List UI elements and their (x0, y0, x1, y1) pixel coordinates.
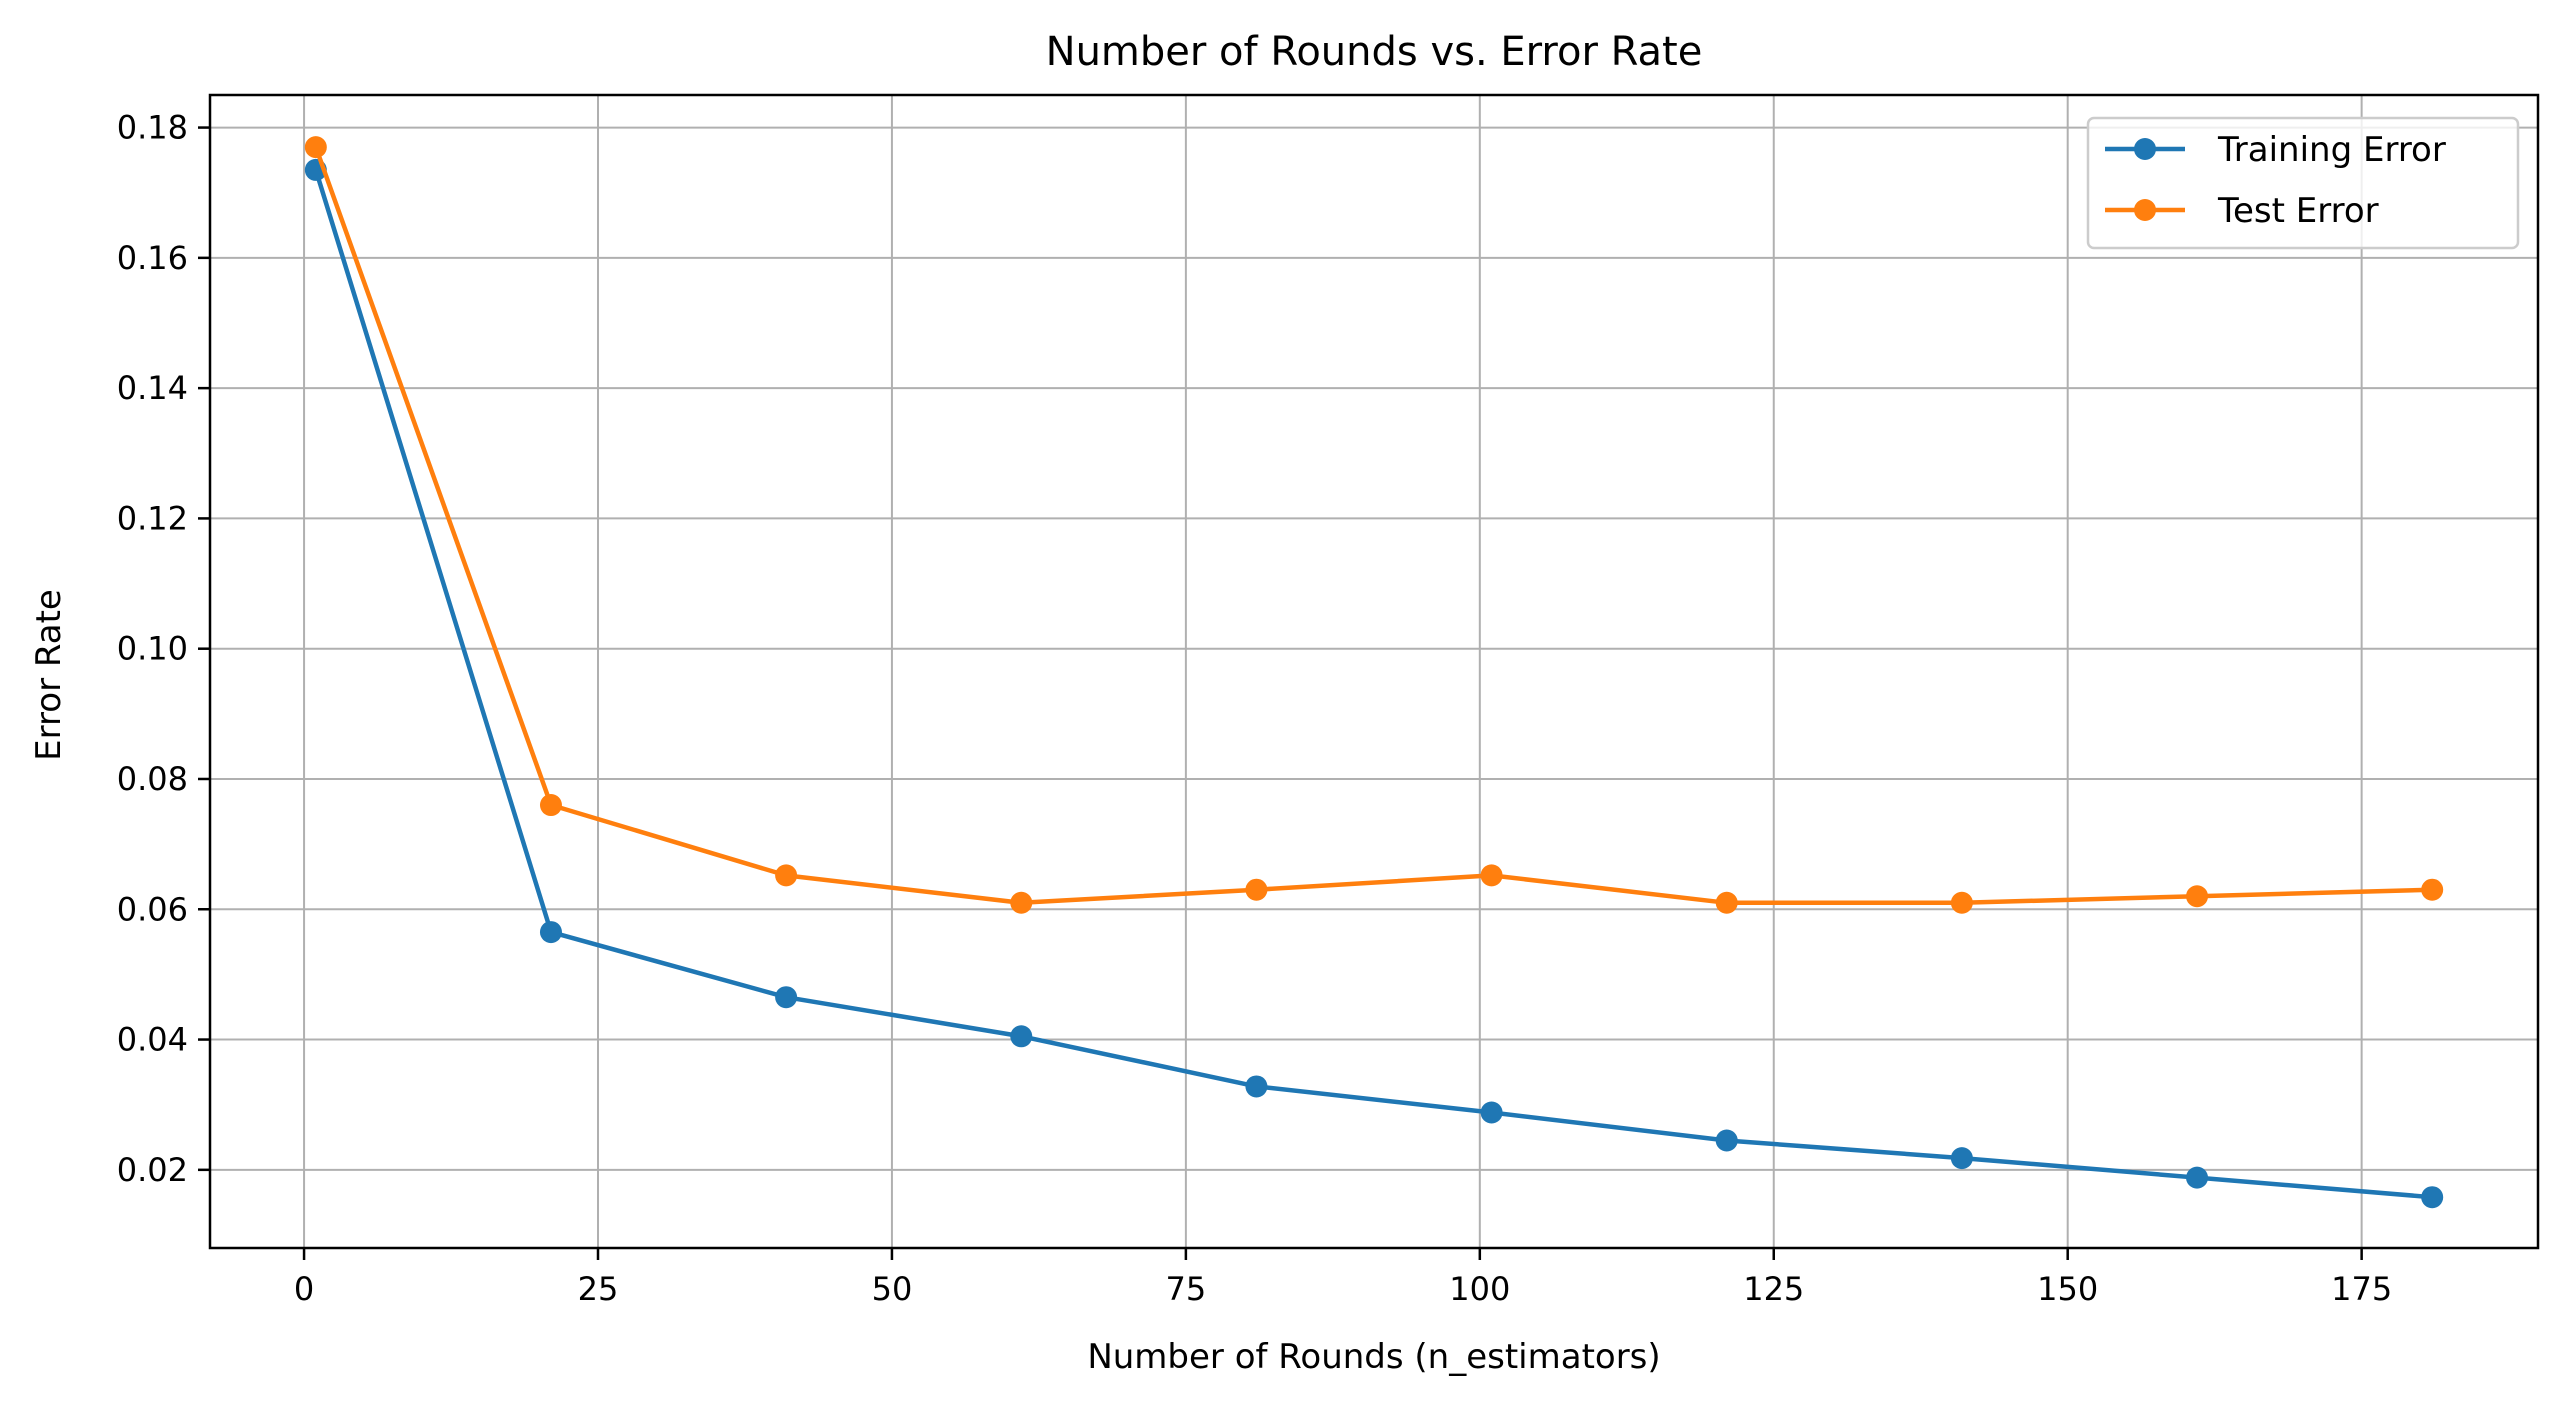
x-tick-label: 50 (872, 1270, 913, 1308)
data-point-test-error (2186, 885, 2209, 908)
axis-ticks: 0 25 50 75 100 125 150 175 0.02 0.04 0.06 0.08 0.10 0… (117, 109, 2392, 1308)
data-point-training-error (1950, 1147, 1973, 1170)
data-point-test-error (304, 136, 327, 159)
chart-title: Number of Rounds vs. Error Rate (1046, 29, 1703, 75)
y-tick-label: 0.06 (117, 890, 188, 928)
x-tick-label: 125 (1743, 1270, 1804, 1308)
data-point-test-error (2421, 878, 2444, 901)
y-tick-label: 0.10 (117, 630, 188, 668)
x-tick-label: 25 (578, 1270, 619, 1308)
data-point-test-error (1010, 891, 1033, 914)
y-tick-label: 0.02 (117, 1151, 188, 1189)
series-layer (304, 136, 2444, 1209)
plot-frame (208, 93, 2540, 1250)
data-point-training-error (539, 921, 562, 944)
data-point-training-error (2421, 1186, 2444, 1209)
data-point-test-error (1950, 891, 1973, 914)
legend-swatch-marker (2134, 199, 2156, 221)
data-point-test-error (1480, 864, 1503, 887)
x-tick-label: 150 (2037, 1270, 2098, 1308)
series-line-training-error (313, 169, 2433, 1200)
data-point-training-error (2186, 1166, 2209, 1189)
series-test-error (304, 136, 2444, 914)
x-axis-label: Number of Rounds (n_estimators) (1087, 1337, 1660, 1377)
legend: Training Error Test Error (2086, 116, 2520, 250)
x-tick-label: 175 (2331, 1270, 2392, 1308)
grid (210, 95, 2538, 1248)
legend-item-test-error: Test Error (2105, 191, 2379, 231)
y-tick-label: 0.12 (117, 499, 188, 537)
x-tick-label: 0 (294, 1270, 314, 1308)
data-point-training-error (1245, 1075, 1268, 1098)
data-point-test-error (1715, 891, 1738, 914)
data-point-training-error (1715, 1129, 1738, 1152)
legend-label: Training Error (2217, 130, 2446, 170)
y-tick-label: 0.08 (117, 760, 188, 798)
x-tick-label: 75 (1166, 1270, 1207, 1308)
legend-frame (2086, 116, 2520, 250)
y-tick-label: 0.14 (117, 369, 188, 407)
data-point-training-error (1480, 1101, 1503, 1124)
y-tick-label: 0.16 (117, 239, 188, 277)
legend-swatch-marker (2134, 138, 2156, 160)
data-point-test-error (539, 794, 562, 817)
y-axis-label: Error Rate (29, 589, 69, 761)
legend-item-training-error: Training Error (2105, 130, 2446, 170)
y-tick-label: 0.04 (117, 1021, 188, 1059)
series-line-test-error (313, 146, 2433, 906)
data-point-training-error (775, 986, 798, 1009)
data-point-training-error (1010, 1025, 1033, 1048)
data-point-test-error (775, 864, 798, 887)
legend-label: Test Error (2217, 191, 2379, 231)
x-tick-label: 100 (1449, 1270, 1510, 1308)
y-tick-label: 0.18 (117, 109, 188, 147)
data-point-test-error (1245, 878, 1268, 901)
